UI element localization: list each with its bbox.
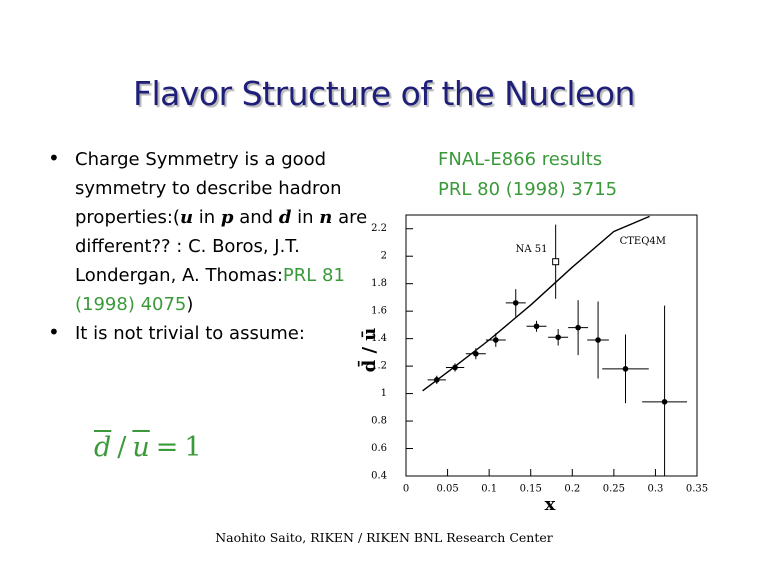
bullet-text: are different?? : C. Boros, J.T. Londerg… [75, 207, 368, 286]
data-point [533, 323, 540, 330]
bullet-text: in [291, 207, 320, 228]
y-tick-label: 2.2 [371, 223, 387, 234]
footer: Naohito Saito, RIKEN / RIKEN BNL Researc… [215, 530, 553, 545]
data-point [492, 337, 499, 343]
y-axis-label: d̄ / ū [358, 328, 380, 373]
y-tick-label: 0.8 [371, 416, 387, 427]
equation-part: d [94, 432, 112, 463]
bullet-text: in [193, 207, 221, 228]
x-tick-label: 0.1 [481, 484, 497, 495]
series-label: CTEQ4M [620, 236, 666, 247]
data-point [512, 300, 519, 306]
bullet-text: Charge Symmetry is a good symmetry to de… [75, 149, 342, 228]
bullet-text: PRL 81 (1998) 4075 [75, 265, 345, 315]
results-line: PRL 80 (1998) 3715 [438, 179, 618, 200]
data-point [555, 334, 561, 341]
data-point [473, 350, 479, 357]
bullet-text: ) [186, 294, 194, 315]
x-axis-label: x [545, 494, 556, 515]
plot-frame [405, 214, 698, 477]
results-caption: FNAL-E866 results PRL 80 (1998) 3715 [438, 145, 617, 205]
data-point [552, 258, 560, 266]
bullet-text: u [179, 207, 194, 228]
model-curve [422, 215, 650, 392]
data-point [595, 337, 601, 343]
x-tick-label: 0 [403, 484, 409, 495]
equation-part: = [155, 432, 179, 463]
bullet-text: and [233, 207, 279, 228]
y-tick-label: 1.8 [371, 278, 387, 289]
data-point [622, 366, 629, 372]
series-label: NA 51 [516, 244, 548, 255]
equation-part: u [132, 432, 150, 463]
bullet: It is not trivial to assume: [48, 318, 375, 348]
bullet-text: p [220, 207, 234, 228]
results-line: FNAL-E866 results [438, 149, 603, 170]
data-point [661, 399, 668, 405]
equation: d / u = 1 [94, 432, 208, 463]
x-tick-label: 0.2 [564, 484, 580, 495]
y-tick-label: 2 [381, 251, 387, 262]
x-tick-label: 0.35 [686, 484, 708, 495]
x-tick-label: 0.25 [603, 484, 625, 495]
y-tick-label: 1.2 [371, 361, 387, 372]
y-tick-label: 0.4 [371, 471, 387, 482]
x-tick-label: 0.3 [647, 484, 663, 495]
slide-title: Flavor Structure of the Nucleon [133, 74, 635, 113]
equation-part: / [117, 432, 127, 463]
y-tick-label: 1.4 [371, 333, 387, 344]
y-tick-label: 1.6 [371, 306, 387, 317]
bullet-text: d [278, 207, 292, 228]
equation-part: 1 [184, 432, 202, 463]
data-point [575, 324, 581, 331]
x-tick-label: 0.05 [436, 484, 458, 495]
bullet-text: n [319, 207, 333, 228]
bullet-text: It is not trivial to assume: [75, 323, 305, 344]
y-tick-label: 1 [381, 388, 387, 399]
x-tick-label: 0.15 [520, 484, 542, 495]
bullet: Charge Symmetry is a good symmetry to de… [48, 144, 375, 319]
y-tick-label: 0.6 [371, 443, 387, 454]
bullet-list: Charge Symmetry is a good symmetry to de… [48, 144, 375, 348]
